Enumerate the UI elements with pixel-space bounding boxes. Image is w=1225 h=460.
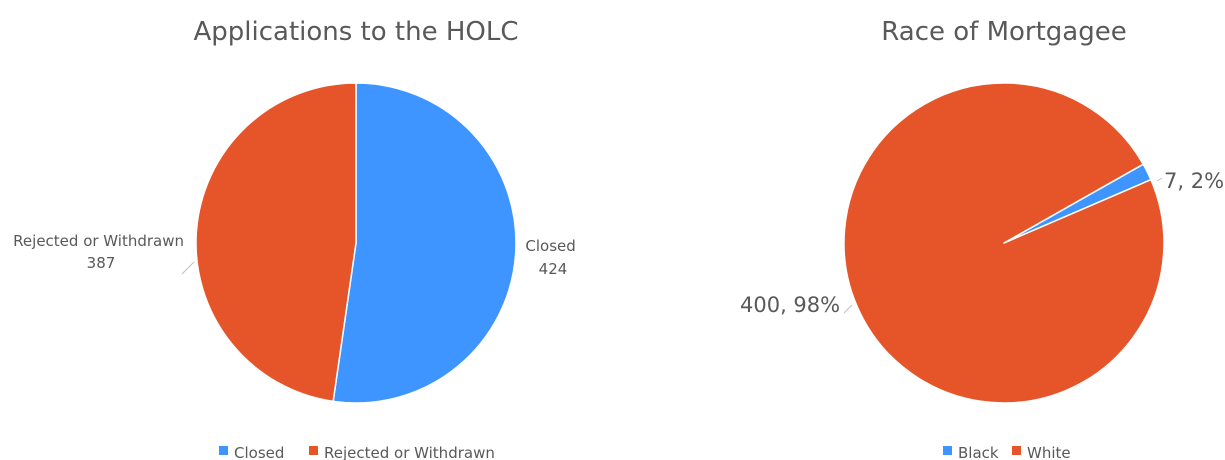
data-label-closed: Closed 424 [525, 237, 580, 278]
leader-line [181, 261, 195, 275]
legend-swatch-closed [219, 446, 228, 455]
data-label-black: 7, 2% [1164, 169, 1224, 193]
legend-swatch-white [1012, 446, 1021, 455]
legend-label-closed: Closed [234, 444, 284, 460]
chart-applications: Applications to the HOLC Rejected or Wit… [13, 17, 580, 460]
pie-slice-rejected-or-withdrawn [195, 82, 357, 403]
data-label-rejected-name: Rejected or Withdrawn [13, 232, 184, 250]
data-label-rejected: Rejected or Withdrawn 387 [13, 232, 189, 272]
legend-swatch-black [943, 446, 952, 455]
legend-swatch-rejected [309, 446, 318, 455]
legend-label-black: Black [958, 444, 999, 460]
pie-race [843, 82, 1165, 404]
pie-slice-closed [332, 82, 517, 404]
data-label-rejected-value: 387 [87, 254, 116, 272]
legend-label-white: White [1027, 444, 1071, 460]
chart-title: Race of Mortgagee [881, 17, 1126, 47]
chart-race: Race of Mortgagee 7, 2% 400, 98% Black W… [740, 17, 1224, 460]
chart-title: Applications to the HOLC [193, 17, 518, 47]
legend-label-rejected: Rejected or Withdrawn [324, 444, 495, 460]
data-label-white: 400, 98% [740, 293, 840, 317]
leader-line [843, 304, 853, 314]
data-label-closed-value: 424 [539, 260, 568, 278]
pie-applications [195, 82, 517, 404]
legend: Closed Rejected or Withdrawn [219, 444, 495, 460]
data-label-closed-name: Closed [525, 237, 575, 255]
pie-slice-white [843, 82, 1165, 404]
leader-line [1156, 177, 1163, 182]
legend: Black White [943, 444, 1071, 460]
